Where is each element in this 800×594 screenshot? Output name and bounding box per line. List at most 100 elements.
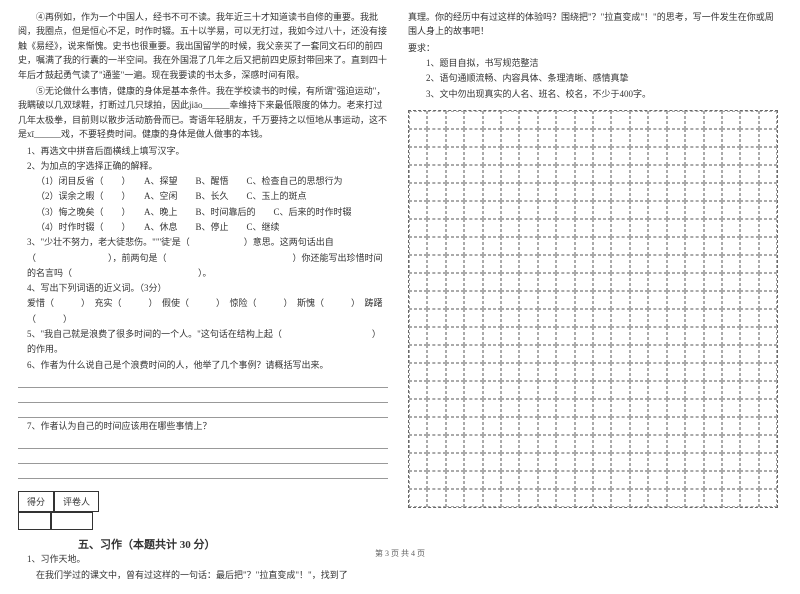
grid-cell <box>740 309 758 327</box>
grid-cell <box>740 219 758 237</box>
requirement-2: 2、语句通顺流畅、内容具体、条理清晰、感情真挚 <box>426 71 778 86</box>
grid-cell <box>759 489 777 507</box>
requirement-3: 3、文中勿出现真实的人名、班名、校名，不少于400字。 <box>426 87 778 102</box>
grid-cell <box>483 147 501 165</box>
score-label: 得分 <box>18 491 54 512</box>
requirement-1: 1、题目自拟，书写规范整洁 <box>426 56 778 71</box>
grid-cell <box>427 255 445 273</box>
grid-cell <box>446 363 464 381</box>
grid-cell <box>704 183 722 201</box>
grid-cell <box>704 165 722 183</box>
grid-row <box>409 183 777 201</box>
grid-cell <box>446 201 464 219</box>
grid-cell <box>446 489 464 507</box>
grid-cell <box>704 327 722 345</box>
grid-cell <box>409 489 427 507</box>
grid-cell <box>593 399 611 417</box>
grid-cell <box>556 237 574 255</box>
grid-cell <box>427 345 445 363</box>
grid-cell <box>667 201 685 219</box>
grid-cell <box>630 183 648 201</box>
grid-cell <box>593 327 611 345</box>
grid-cell <box>501 435 519 453</box>
grid-cell <box>446 219 464 237</box>
grid-cell <box>409 453 427 471</box>
grid-cell <box>483 219 501 237</box>
grid-cell <box>704 453 722 471</box>
grid-cell <box>685 129 703 147</box>
grid-cell <box>685 201 703 219</box>
grid-cell <box>740 255 758 273</box>
grid-cell <box>556 201 574 219</box>
grid-cell <box>575 273 593 291</box>
answer-line <box>18 374 388 388</box>
grid-cell <box>464 219 482 237</box>
grid-cell <box>630 291 648 309</box>
grid-cell <box>685 489 703 507</box>
grid-cell <box>483 345 501 363</box>
grid-cell <box>630 327 648 345</box>
grid-cell <box>446 111 464 129</box>
grid-cell <box>740 417 758 435</box>
grid-cell <box>556 453 574 471</box>
grid-cell <box>593 255 611 273</box>
grid-cell <box>630 129 648 147</box>
grid-cell <box>519 399 537 417</box>
grid-cell <box>630 219 648 237</box>
grid-cell <box>409 363 427 381</box>
grid-cell <box>685 255 703 273</box>
grid-cell <box>630 165 648 183</box>
grid-cell <box>740 183 758 201</box>
grid-row <box>409 147 777 165</box>
grid-cell <box>538 435 556 453</box>
grid-cell <box>556 435 574 453</box>
grid-cell <box>519 309 537 327</box>
grid-cell <box>704 381 722 399</box>
grid-cell <box>446 471 464 489</box>
question-6: 6、作者为什么说自己是个浪费时间的人，他举了几个事例？请概括写出来。 <box>27 358 388 373</box>
grid-cell <box>446 417 464 435</box>
grid-cell <box>575 219 593 237</box>
grid-cell <box>648 435 666 453</box>
grid-cell <box>704 345 722 363</box>
grid-cell <box>611 327 629 345</box>
grid-cell <box>575 237 593 255</box>
grid-cell <box>630 417 648 435</box>
grid-cell <box>501 291 519 309</box>
grid-cell <box>409 165 427 183</box>
grid-cell <box>427 201 445 219</box>
grid-cell <box>648 381 666 399</box>
grid-cell <box>740 489 758 507</box>
grid-cell <box>685 417 703 435</box>
grid-cell <box>538 255 556 273</box>
grid-cell <box>501 129 519 147</box>
question-4-words: 爱惜（ ） 充实（ ） 假使（ ） 惊险（ ） 斯愧（ ） 踌躇（ ） <box>27 296 388 327</box>
grid-cell <box>759 453 777 471</box>
grid-cell <box>593 273 611 291</box>
grid-cell <box>519 255 537 273</box>
grid-cell <box>538 147 556 165</box>
grid-cell <box>648 345 666 363</box>
grid-cell <box>759 417 777 435</box>
grid-cell <box>538 489 556 507</box>
grid-cell <box>446 165 464 183</box>
grid-row <box>409 309 777 327</box>
grid-cell <box>409 435 427 453</box>
grid-cell <box>483 309 501 327</box>
grid-cell <box>501 363 519 381</box>
grid-cell <box>446 147 464 165</box>
grid-cell <box>648 291 666 309</box>
grid-cell <box>575 363 593 381</box>
grid-cell <box>740 345 758 363</box>
grid-cell <box>630 381 648 399</box>
grid-cell <box>575 489 593 507</box>
grid-cell <box>648 399 666 417</box>
grid-cell <box>575 165 593 183</box>
grid-row <box>409 291 777 309</box>
grid-cell <box>722 309 740 327</box>
grid-cell <box>483 111 501 129</box>
grid-cell <box>446 345 464 363</box>
grid-cell <box>630 471 648 489</box>
grid-cell <box>667 237 685 255</box>
grid-cell <box>759 327 777 345</box>
